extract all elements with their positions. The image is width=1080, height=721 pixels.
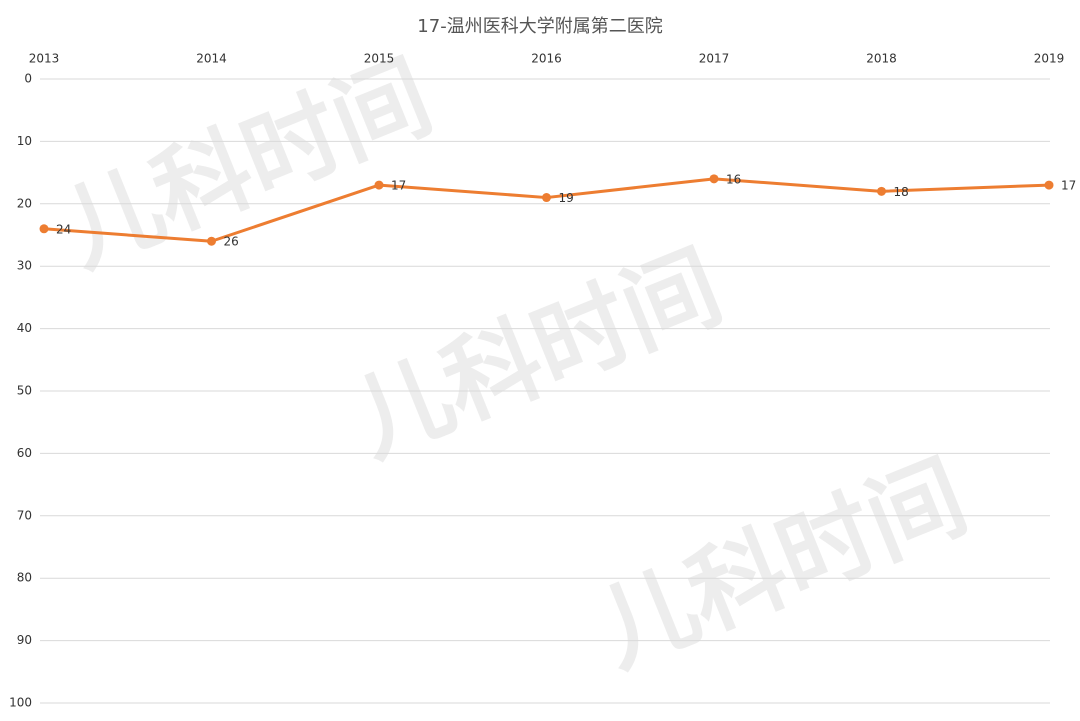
y-tick-label: 10 <box>17 134 32 148</box>
y-tick-label: 20 <box>17 196 32 210</box>
point <box>877 186 886 196</box>
data-label: 19 <box>559 191 574 205</box>
y-tick-label: 80 <box>17 571 32 585</box>
y-tick-label: 90 <box>17 633 32 647</box>
x-tick-label: 2018 <box>866 52 897 66</box>
y-tick-label: 50 <box>17 384 32 398</box>
chart-title: 17-温州医科大学附属第二医院 <box>417 16 662 37</box>
x-tick-label: 2016 <box>531 52 562 66</box>
x-tick-label: 2015 <box>364 52 395 66</box>
x-tick-label: 2014 <box>196 52 227 66</box>
point <box>207 236 216 246</box>
watermark: 儿科时间 <box>584 440 982 688</box>
y-tick-label: 60 <box>17 446 32 460</box>
data-label: 17 <box>1061 179 1076 193</box>
point <box>1044 180 1054 190</box>
x-tick-label: 2013 <box>29 52 60 66</box>
data-label: 18 <box>894 185 909 199</box>
data-label: 17 <box>391 179 406 193</box>
watermark: 儿科时间 <box>49 40 447 288</box>
point <box>374 180 384 190</box>
data-label: 24 <box>56 222 71 236</box>
y-tick-label: 40 <box>17 321 32 335</box>
data-label: 26 <box>224 235 239 249</box>
y-tick-label: 0 <box>24 72 32 86</box>
point <box>39 224 49 234</box>
watermark: 儿科时间 <box>339 230 737 478</box>
point <box>542 193 551 203</box>
y-tick-label: 70 <box>17 508 32 522</box>
y-tick-label: 100 <box>9 696 32 710</box>
point <box>709 174 719 184</box>
x-tick-label: 2019 <box>1034 52 1065 66</box>
y-tick-label: 30 <box>17 259 32 273</box>
data-label: 16 <box>726 172 741 186</box>
x-tick-label: 2017 <box>699 52 730 66</box>
